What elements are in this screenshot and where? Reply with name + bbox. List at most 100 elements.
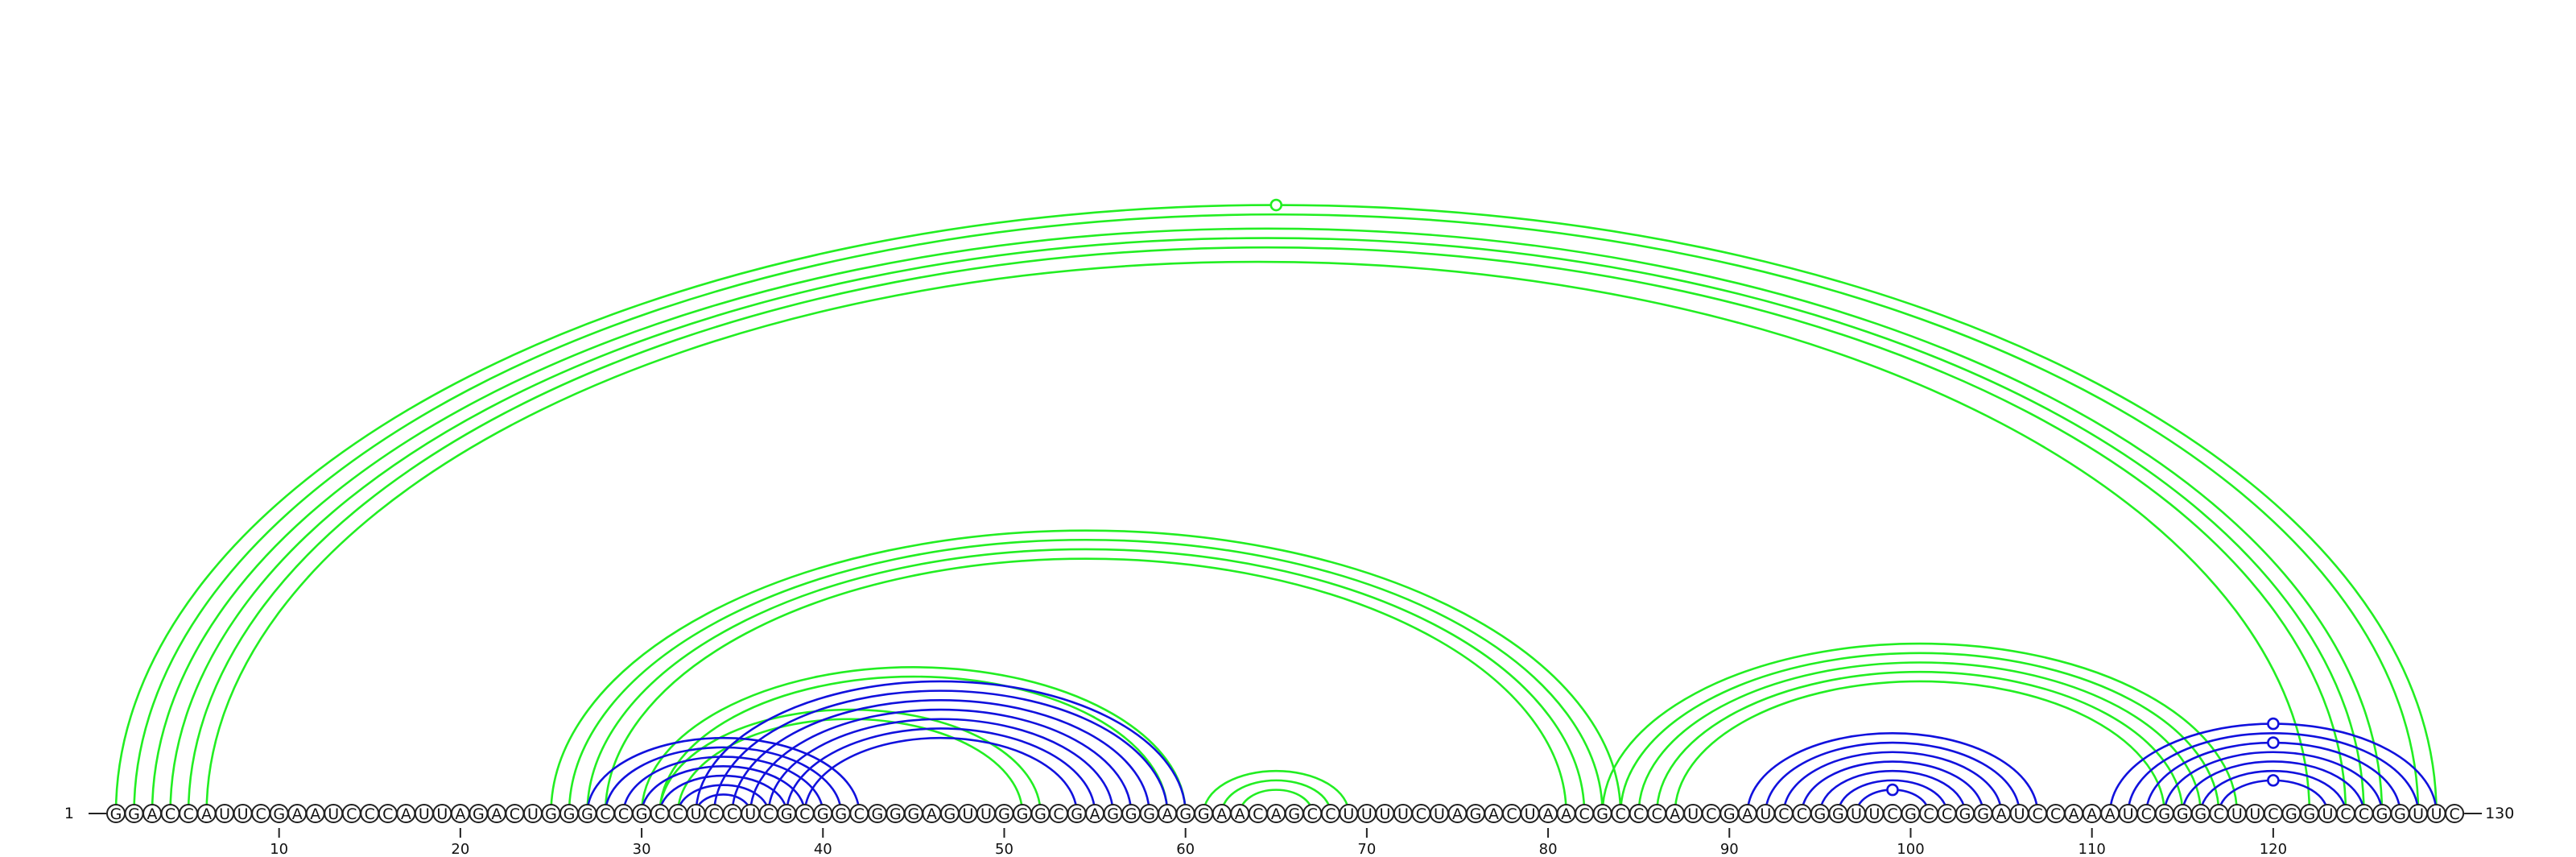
base-130: C (2445, 804, 2465, 823)
base-letter: U (2123, 805, 2134, 823)
tick-label-120: 120 (2260, 841, 2287, 857)
blue-pair-arc-93-105 (1782, 751, 2003, 814)
base-letter: G (998, 805, 1010, 823)
base-letter: C (654, 805, 665, 823)
base-84: C (1611, 804, 1631, 823)
base-letter: G (890, 805, 902, 823)
base-letter: C (256, 805, 266, 823)
tick-label-60: 60 (1176, 841, 1195, 857)
base-45: G (903, 804, 923, 823)
base-121: G (2281, 804, 2301, 823)
base-37: C (758, 804, 778, 823)
base-letter: C (1778, 805, 1789, 823)
base-letter: G (781, 805, 793, 823)
base-128: U (2409, 804, 2429, 823)
base-27: G (577, 804, 597, 823)
base-70: U (1356, 804, 1377, 823)
green-pair-arc-5-124 (187, 246, 2347, 814)
tick-label-20: 20 (451, 841, 469, 857)
base-22: A (486, 804, 506, 823)
base-26: G (559, 804, 579, 823)
base-circle (2445, 804, 2465, 823)
blue-pair-arc-115-125 (2181, 760, 2365, 814)
base-letter: G (1977, 805, 1989, 823)
blue-pair-arc-33-60 (695, 680, 1187, 814)
base-119: U (2245, 804, 2265, 823)
base-88: U (1683, 804, 1703, 823)
tick-label-90: 90 (1720, 841, 1739, 857)
base-87: A (1665, 804, 1685, 823)
base-letter: A (1271, 805, 1282, 823)
green-pair-arc-31-52 (658, 708, 1042, 814)
base-letter: A (927, 805, 937, 823)
base-letter: G (1017, 805, 1029, 823)
base-102: C (1937, 804, 1957, 823)
blue-pair-arc-32-37 (676, 784, 770, 814)
base-letter: U (527, 805, 539, 823)
base-letter: G (636, 805, 648, 823)
base-65: A (1266, 804, 1286, 823)
base-letter: C (382, 805, 393, 823)
base-letter: G (1832, 805, 1844, 823)
base-10: G (269, 804, 289, 823)
green-pair-arc-84-117 (1619, 652, 2220, 814)
base-letter: U (1379, 805, 1390, 823)
base-11: A (287, 804, 308, 823)
blue-arc-apex-marker-111-129 (2267, 717, 2280, 731)
base-111: A (2100, 804, 2120, 823)
backbone: 1 130 (64, 805, 2514, 822)
base-letter: C (1616, 805, 1626, 823)
base-letter: C (1307, 805, 1318, 823)
blue-arc-apex-marker-97-101 (1886, 783, 1899, 797)
base-letter: G (273, 805, 285, 823)
base-letter: U (2431, 805, 2442, 823)
base-47: G (939, 804, 960, 823)
base-letter: C (2214, 805, 2224, 823)
base-letter: A (201, 805, 212, 823)
blue-pair-arc-112-128 (2127, 732, 2420, 814)
base-letter: C (1706, 805, 1716, 823)
base-letter: A (1670, 805, 1680, 823)
base-letter: C (1053, 805, 1063, 823)
base-90: G (1719, 804, 1740, 823)
base-38: G (777, 804, 797, 823)
base-letter: C (854, 805, 865, 823)
base-28: C (596, 804, 616, 823)
base-4: C (160, 804, 180, 823)
base-letter: U (2231, 805, 2243, 823)
base-51: G (1013, 804, 1032, 823)
base-19: U (432, 804, 452, 823)
base-letter: U (1868, 805, 1880, 823)
base-44: G (886, 804, 906, 823)
base-letter: A (1090, 805, 1100, 823)
green-pair-arc-1-129 (114, 204, 2438, 814)
base-129: U (2426, 804, 2446, 823)
base-17: A (396, 804, 416, 823)
base-letter: G (2304, 805, 2316, 823)
base-21: G (469, 804, 489, 823)
base-56: G (1103, 804, 1123, 823)
base-123: U (2318, 804, 2338, 823)
base-letter: A (455, 805, 465, 823)
base-60: G (1175, 804, 1195, 823)
base-58: G (1139, 804, 1159, 823)
base-78: C (1502, 804, 1522, 823)
base-letter: U (1687, 805, 1699, 823)
green-pair-arc-86-115 (1655, 670, 2184, 814)
base-115: G (2173, 804, 2193, 823)
base-99: C (1882, 804, 1902, 823)
base-29: C (613, 804, 634, 823)
tick-label-80: 80 (1539, 841, 1558, 857)
base-104: G (1973, 804, 1993, 823)
tick-label-100: 100 (1897, 841, 1924, 857)
base-letter: U (1397, 805, 1409, 823)
base-letter: C (2359, 805, 2369, 823)
base-letter: G (1198, 805, 1210, 823)
blue-pair-arc-91-107 (1746, 732, 2039, 814)
green-pair-arc-61-69 (1202, 769, 1350, 814)
base-96: G (1828, 804, 1848, 823)
base-12: A (305, 804, 325, 823)
base-41: G (831, 804, 851, 823)
base-letter: C (510, 805, 520, 823)
base-letter: U (980, 805, 992, 823)
